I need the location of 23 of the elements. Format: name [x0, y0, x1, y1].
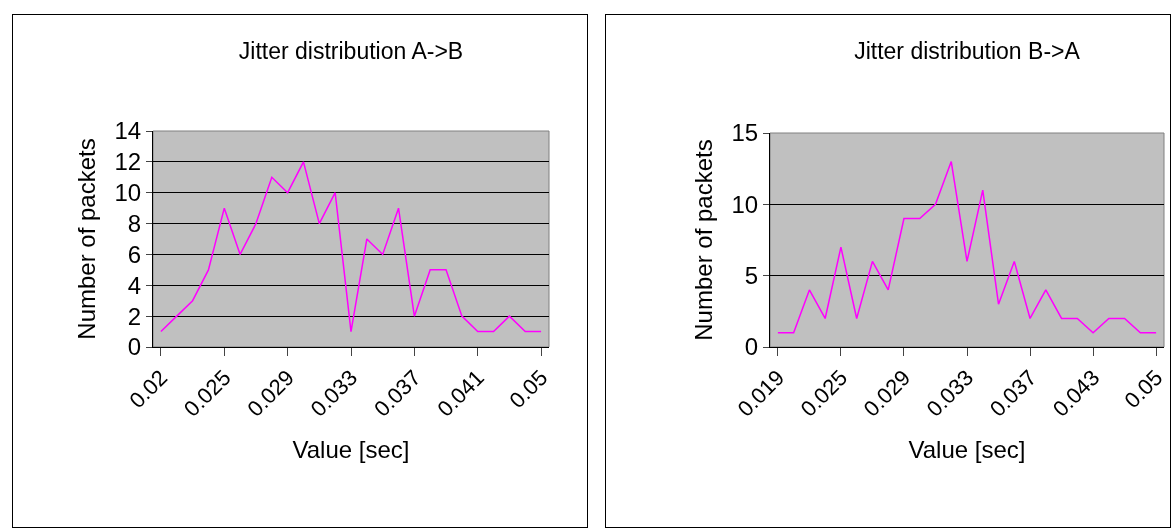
y-tick-label: 0 — [744, 333, 759, 361]
chart-title: Jitter distribution A->B — [238, 37, 464, 64]
x-tick-label: 0.05 — [1119, 365, 1168, 413]
y-axis-title: Number of packets — [72, 138, 100, 340]
x-tick-label: 0.05 — [504, 365, 553, 413]
y-tick-label: 10 — [114, 179, 142, 207]
y-tick-label: 0 — [127, 333, 142, 361]
chart-title: Jitter distribution B->A — [854, 37, 1081, 64]
y-tick-label: 8 — [127, 209, 142, 237]
y-tick-label: 15 — [731, 119, 759, 147]
y-axis-title: Number of packets — [689, 139, 717, 341]
y-tick-label: 6 — [127, 240, 142, 268]
y-tick-label: 5 — [744, 262, 759, 290]
x-tick-label: 0.02 — [124, 365, 173, 413]
y-tick-label: 14 — [114, 117, 142, 145]
y-tick-label: 10 — [731, 190, 759, 218]
x-axis-title: Value [sec] — [908, 435, 1026, 463]
line-series — [160, 161, 542, 333]
line-series — [777, 160, 1157, 334]
y-tick-label: 2 — [127, 302, 142, 330]
x-axis-title: Value [sec] — [292, 435, 410, 463]
y-tick-label: 4 — [127, 271, 142, 299]
y-tick-label: 12 — [114, 148, 142, 176]
